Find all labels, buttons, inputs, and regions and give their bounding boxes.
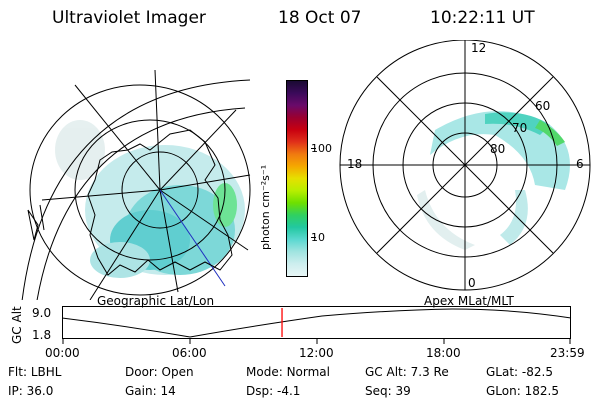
- apex-label: Apex MLat/MLT: [424, 294, 514, 308]
- mlt-lines: [340, 40, 590, 290]
- mlat-label-60: 60: [535, 99, 550, 113]
- timeline-axis-label: GC Alt: [10, 306, 24, 344]
- colorbar-gradient: [287, 81, 307, 276]
- geographic-map: [21, 69, 251, 300]
- longitude-lines: [41, 69, 251, 300]
- meta-ip: IP: 36.0: [8, 384, 54, 398]
- mlat-label-70: 70: [512, 121, 527, 135]
- meta-seq: Seq: 39: [365, 384, 411, 398]
- meta-gc-alt: GC Alt: 7.3 Re: [365, 365, 449, 379]
- meta-mode: Mode: Normal: [246, 365, 330, 379]
- colorbar-tickmark: [311, 148, 316, 149]
- instrument-title: Ultraviolet Imager: [52, 8, 206, 28]
- geographic-label: Geographic Lat/Lon: [97, 294, 215, 308]
- meta-gain: Gain: 14: [125, 384, 176, 398]
- timeline-ytick-top: 9.0: [32, 306, 52, 320]
- colorbar-tickmark: [311, 237, 316, 238]
- mlt-label-0: 0: [468, 276, 476, 290]
- terminator-line: [159, 189, 226, 287]
- aurora-emission-left: [55, 120, 245, 278]
- timeline-xtick-1200: 12:00: [299, 346, 334, 360]
- observation-date: 18 Oct 07: [278, 8, 362, 28]
- mlt-label-18: 18: [347, 157, 362, 171]
- meta-dsp: Dsp: -4.1: [246, 384, 301, 398]
- mlat-label-80: 80: [490, 142, 505, 156]
- timeline-ytick-bottom: 1.8: [32, 328, 52, 342]
- latitude-circles: [21, 79, 251, 300]
- timeline-xtick-1800: 18:00: [426, 346, 461, 360]
- mlt-label-12: 12: [471, 41, 486, 55]
- magnetic-polar-plot: 12 18 6 0 60 70 80: [339, 40, 591, 291]
- colorbar-tick-10: 10: [311, 231, 325, 244]
- colorbar-tick-100: 100: [311, 142, 332, 155]
- colorbar-unit-label: photon cm⁻²s⁻¹: [259, 164, 272, 250]
- timeline-xticks: [62, 339, 571, 344]
- mlt-label-6: 6: [576, 157, 584, 171]
- timeline-xtick-2359: 23:59: [550, 346, 585, 360]
- altitude-curve: [62, 308, 572, 338]
- coastline-fragment: [27, 204, 45, 241]
- altitude-timeline: [62, 306, 572, 344]
- timeline-xtick-0600: 06:00: [172, 346, 207, 360]
- timeline-xtick-0000: 00:00: [45, 346, 80, 360]
- meta-door: Door: Open: [125, 365, 194, 379]
- timeline-frame: [62, 306, 571, 339]
- observation-time: 10:22:11 UT: [430, 8, 535, 28]
- meta-flt: Flt: LBHL: [8, 365, 62, 379]
- antarctica-coastline: [87, 129, 233, 276]
- meta-glat: GLat: -82.5: [486, 365, 553, 379]
- meta-glon: GLon: 182.5: [486, 384, 559, 398]
- colorbar: [286, 80, 308, 277]
